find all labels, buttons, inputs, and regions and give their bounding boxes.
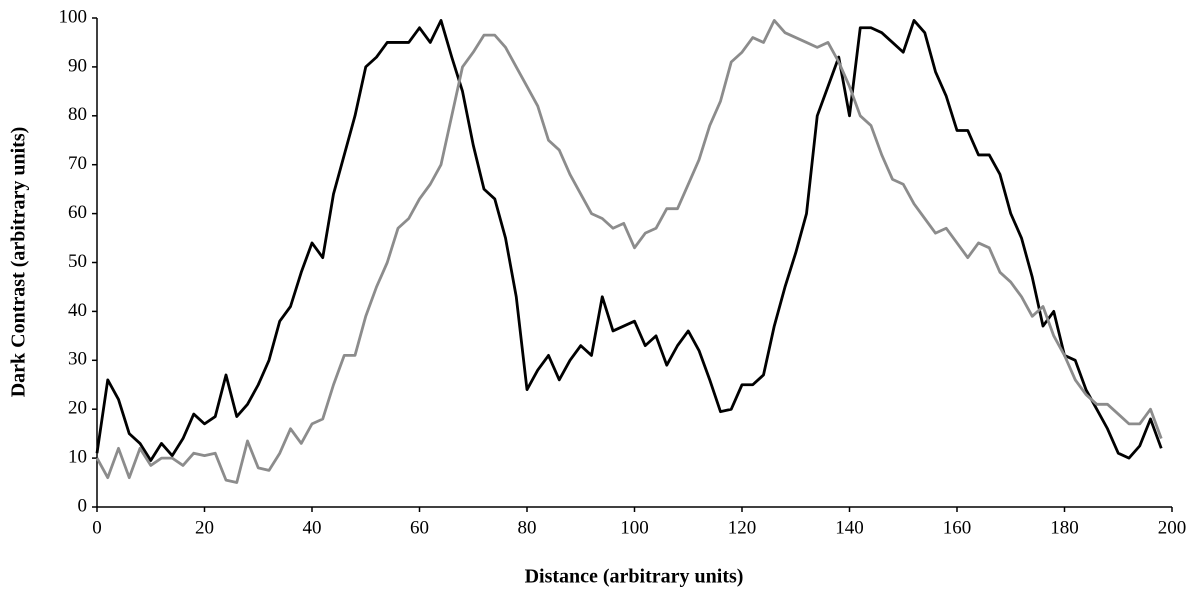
y-axis-label: Dark Contrast (arbitrary units) <box>8 127 30 398</box>
y-tick-label: 10 <box>68 446 87 467</box>
x-axis-label: Distance (arbitrary units) <box>525 566 744 588</box>
x-tick-label: 80 <box>518 517 537 538</box>
y-tick-label: 0 <box>78 495 88 516</box>
y-tick-label: 40 <box>68 300 87 321</box>
x-tick-label: 0 <box>92 517 102 538</box>
y-tick-label: 30 <box>68 349 87 370</box>
data-line <box>95 19 1163 462</box>
y-tick-label: 90 <box>68 55 87 76</box>
x-tick-label: 160 <box>943 517 972 538</box>
data-line <box>95 19 1163 484</box>
x-tick-label: 140 <box>835 517 864 538</box>
x-tick-label: 40 <box>303 517 322 538</box>
y-tick-label: 60 <box>68 202 87 223</box>
x-tick-label: 120 <box>728 517 757 538</box>
y-tick-label: 80 <box>68 104 87 125</box>
x-tick-label: 60 <box>410 517 429 538</box>
y-tick-label: 20 <box>68 398 87 419</box>
y-tick-label: 70 <box>68 153 87 174</box>
x-tick-label: 180 <box>1050 517 1079 538</box>
x-tick-label: 100 <box>620 517 649 538</box>
x-tick-label: 20 <box>195 517 214 538</box>
x-tick-label: 200 <box>1158 517 1187 538</box>
y-tick-label: 100 <box>59 6 88 27</box>
y-tick-label: 50 <box>68 251 87 272</box>
